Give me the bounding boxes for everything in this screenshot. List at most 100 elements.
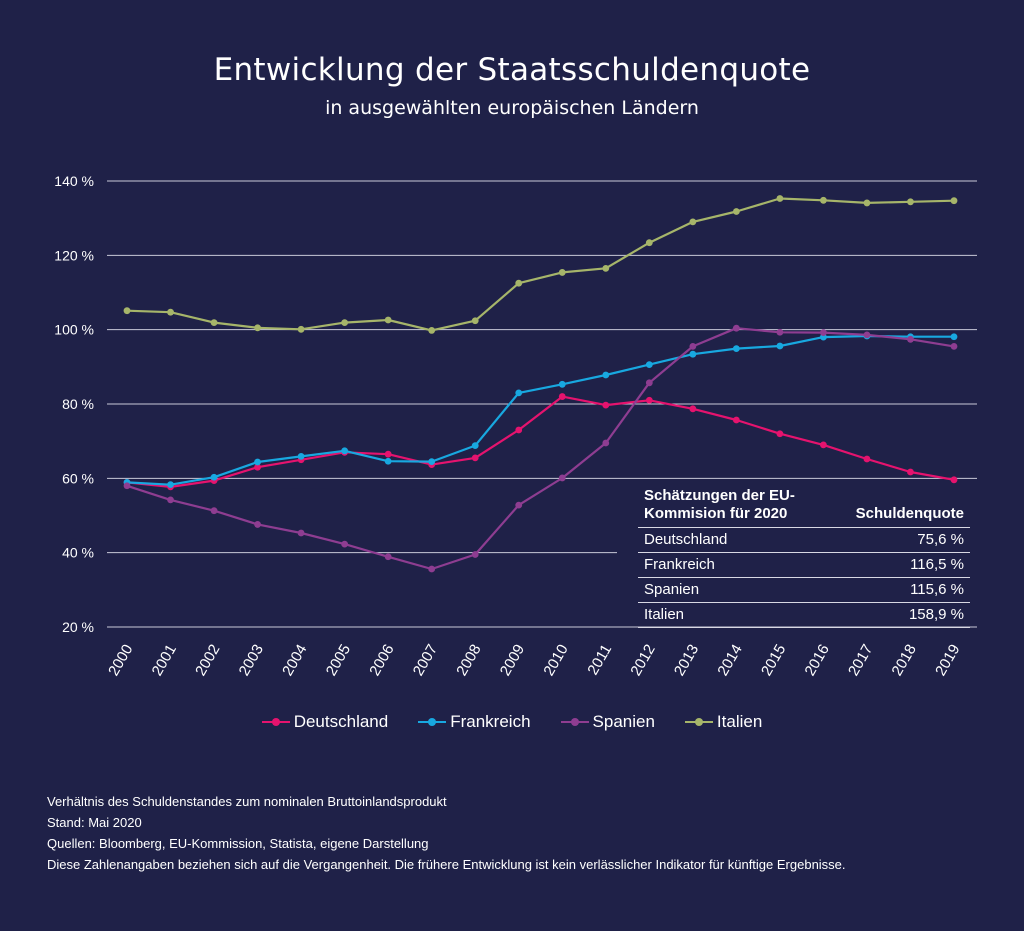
data-point <box>732 416 740 424</box>
table-row-value: 158,9 % <box>908 606 964 623</box>
legend-item-spanien: Spanien <box>560 712 655 732</box>
footnote-line: Stand: Mai 2020 <box>47 815 142 830</box>
table-row-country: Deutschland <box>644 531 728 548</box>
data-point <box>558 393 566 400</box>
data-point <box>776 195 784 202</box>
table-row-value: 75,6 % <box>917 531 964 548</box>
data-point <box>863 199 871 207</box>
data-point <box>645 379 653 387</box>
y-tick-label: 40 % <box>62 545 94 561</box>
data-point <box>341 319 349 327</box>
data-point <box>602 401 610 409</box>
table-row-value: 115,6 % <box>910 581 964 598</box>
legend-item-italien: Italien <box>684 712 763 732</box>
legend-label: Italien <box>716 712 763 731</box>
data-point <box>210 507 218 515</box>
x-tick-label: 2009 <box>497 642 528 679</box>
x-tick-label: 2005 <box>323 642 354 679</box>
data-point <box>558 474 566 482</box>
data-point <box>167 308 174 316</box>
data-point <box>602 371 610 379</box>
data-point <box>471 442 479 450</box>
data-point <box>428 458 436 466</box>
legend-swatch <box>560 718 589 726</box>
table-row-country: Frankreich <box>644 556 715 573</box>
x-tick-label: 2006 <box>366 642 397 679</box>
data-point <box>254 324 261 332</box>
x-tick-label: 2016 <box>801 642 832 679</box>
y-tick-label: 120 % <box>54 247 94 263</box>
estimate-table-header: Schätzungen der EU-Kommision für 2020 Sc… <box>638 487 970 528</box>
series-italien <box>123 195 958 334</box>
footnotes: Verhältnis des Schuldenstandes zum nomin… <box>47 791 846 875</box>
footnote-line: Quellen: Bloomberg, EU-Kommission, Stati… <box>47 836 429 851</box>
data-point <box>254 458 261 466</box>
x-tick-label: 2019 <box>932 642 963 679</box>
data-point <box>341 447 349 455</box>
data-point <box>428 327 436 334</box>
data-point <box>863 331 871 339</box>
data-point <box>167 481 174 489</box>
data-point <box>907 198 914 206</box>
data-point <box>732 208 740 215</box>
table-row: Spanien 115,6 % <box>638 578 970 603</box>
legend-label: Deutschland <box>293 712 389 731</box>
data-point <box>297 529 305 537</box>
data-point <box>210 473 218 481</box>
chart-subtitle: in ausgewählten europäischen Ländern <box>325 97 699 119</box>
series-line <box>126 395 955 488</box>
line-chart: 20 % 40 % 60 % 80 % 100 % 120 % 140 % 2000 2001… <box>54 173 977 679</box>
table-row: Italien 158,9 % <box>638 603 970 628</box>
data-point <box>167 496 174 504</box>
x-tick-label: 2011 <box>584 642 615 678</box>
data-point <box>210 319 218 327</box>
data-point <box>820 329 827 337</box>
data-point <box>428 565 436 573</box>
legend-item-deutschland: Deutschland <box>261 712 389 732</box>
x-tick-label: 2013 <box>671 642 702 679</box>
data-point <box>123 482 131 490</box>
y-tick-label: 20 % <box>62 619 94 635</box>
x-tick-label: 2007 <box>410 642 441 679</box>
data-point <box>515 279 523 287</box>
series-line <box>126 327 955 571</box>
data-point <box>297 453 305 460</box>
table-row: Deutschland 75,6 % <box>638 528 970 553</box>
data-point <box>732 324 740 332</box>
series-layer <box>123 195 958 573</box>
data-point <box>558 269 566 276</box>
data-point <box>254 521 261 528</box>
data-point <box>863 455 871 463</box>
y-axis-ticks: 20 % 40 % 60 % 80 % 100 % 120 % 140 % <box>54 173 94 635</box>
legend-item-frankreich: Frankreich <box>418 712 531 732</box>
x-tick-label: 2014 <box>714 642 745 679</box>
legend-swatch <box>418 718 447 726</box>
data-point <box>384 316 392 324</box>
y-tick-label: 140 % <box>54 173 94 189</box>
data-point <box>820 441 827 449</box>
data-point <box>384 553 392 561</box>
data-point <box>689 218 697 226</box>
data-point <box>776 342 784 350</box>
data-point <box>776 328 784 336</box>
data-point <box>645 361 653 369</box>
x-tick-label: 2003 <box>236 642 267 679</box>
data-point <box>515 501 523 509</box>
data-point <box>471 551 479 558</box>
data-point <box>602 439 610 447</box>
data-point <box>602 264 610 272</box>
x-tick-label: 2010 <box>540 642 571 679</box>
data-point <box>645 396 653 404</box>
y-tick-label: 60 % <box>62 470 94 486</box>
chart-legend: Deutschland Frankreich Spanien Italien <box>0 712 1024 732</box>
data-point <box>297 325 305 333</box>
footnote-line: Diese Zahlenangaben beziehen sich auf di… <box>47 857 846 872</box>
table-row: Frankreich 116,5 % <box>638 553 970 578</box>
table-row-country: Spanien <box>644 581 700 598</box>
x-tick-label: 2001 <box>149 642 180 679</box>
series-frankreich <box>123 332 958 489</box>
data-point <box>950 333 958 341</box>
data-point <box>558 380 566 388</box>
x-tick-label: 2004 <box>279 642 310 679</box>
data-point <box>515 389 523 397</box>
